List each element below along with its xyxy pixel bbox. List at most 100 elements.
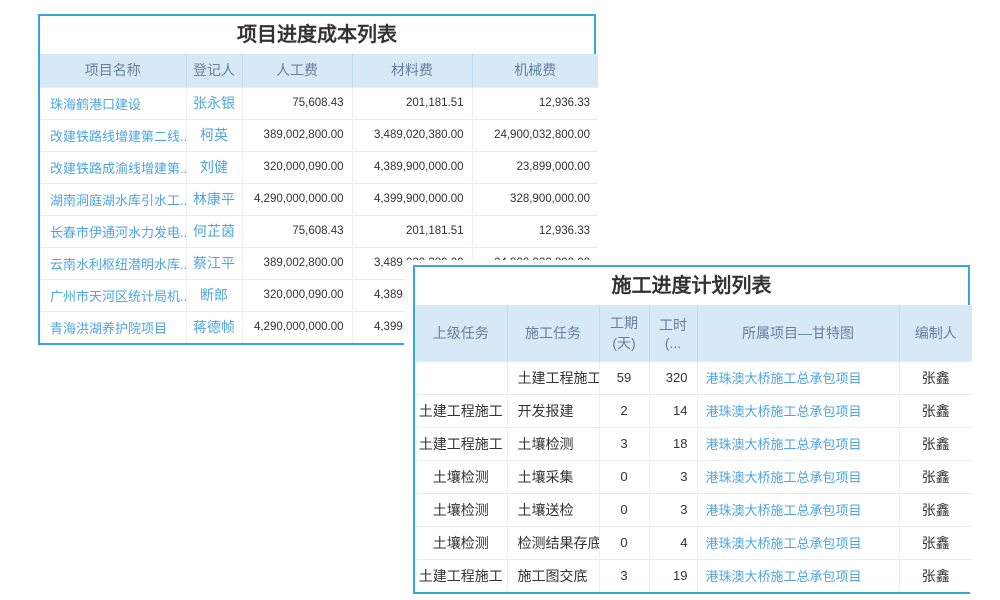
- cost-header-row: 项目名称 登记人 人工费 材料费 机械费: [40, 54, 598, 87]
- labor-cost-cell: 320,000,090.00: [241, 278, 352, 311]
- constr-task-cell: 土壤采集: [506, 459, 599, 493]
- constr-task-cell: 土壤送检: [506, 492, 599, 526]
- work-hours-cell: 320: [648, 360, 697, 394]
- project-name-link[interactable]: 广州市天河区统计局机...: [50, 288, 186, 304]
- material-cost-cell: 4,389,900,000.00: [351, 150, 472, 183]
- registrant-link[interactable]: 张永银: [193, 95, 235, 111]
- author-cell: 张鑫: [898, 558, 972, 592]
- cost-table-row: 改建铁路线增建第二线... 柯英 389,002,800.00 3,489,02…: [40, 118, 598, 151]
- registrant-cell: 何芷茵: [185, 214, 242, 247]
- registrant-link[interactable]: 蒋德帧: [193, 319, 235, 336]
- project-name-cell: 青海洪湖养护院项目: [40, 310, 186, 343]
- parent-task-cell: 土壤检测: [415, 459, 507, 493]
- machine-cost-cell: 24,900,032,800.00: [471, 118, 598, 151]
- constr-task-cell: 土建工程施工: [506, 360, 599, 394]
- gantt-project-cell: 港珠澳大桥施工总承包项目: [696, 558, 899, 592]
- labor-cost-cell: 75,608.43: [241, 214, 352, 247]
- constr-task-cell: 检测结果存底: [506, 525, 599, 559]
- duration-cell: 3: [598, 558, 649, 592]
- machine-cost-cell: 12,936.33: [471, 214, 598, 247]
- labor-cost-cell: 389,002,800.00: [241, 246, 352, 279]
- registrant-cell: 张永银: [185, 86, 242, 119]
- registrant-link[interactable]: 何芷茵: [193, 223, 235, 239]
- project-name-link[interactable]: 长春市伊通河水力发电...: [50, 224, 186, 240]
- col-header-author: 编制人: [898, 305, 972, 361]
- registrant-link[interactable]: 断郎: [200, 287, 228, 303]
- project-name-cell: 改建铁路成渝线增建第...: [40, 150, 186, 183]
- col-header-registrant: 登记人: [185, 54, 242, 87]
- work-hours-cell: 4: [648, 525, 697, 559]
- project-name-link[interactable]: 珠海鹤港口建设: [50, 96, 142, 112]
- gantt-project-link[interactable]: 港珠澳大桥施工总承包项目: [705, 503, 862, 518]
- cost-table-row: 珠海鹤港口建设 张永银 75,608.43 201,181.51 12,936.…: [40, 86, 598, 119]
- col-header-project-name: 项目名称: [40, 54, 186, 87]
- parent-task-cell: [415, 360, 507, 394]
- constr-task-cell: 施工图交底: [506, 558, 599, 592]
- gantt-project-link[interactable]: 港珠澳大桥施工总承包项目: [705, 437, 862, 452]
- plan-list-card-halo: 施工进度计划列表 上级任务 施工任务 工期 (天) 工时 (... 所属项目—甘…: [404, 260, 979, 600]
- registrant-link[interactable]: 蔡江平: [193, 255, 235, 271]
- project-name-link[interactable]: 改建铁路线增建第二线...: [50, 128, 186, 144]
- material-cost-cell: 201,181.51: [351, 214, 472, 247]
- project-name-link[interactable]: 云南水利枢纽潜明水库...: [50, 256, 186, 272]
- parent-task-cell: 土壤检测: [415, 525, 507, 559]
- duration-cell: 3: [598, 426, 649, 460]
- gantt-project-link[interactable]: 港珠澳大桥施工总承包项目: [705, 470, 862, 485]
- plan-table-row: 土壤检测 土壤采集 0 3 港珠澳大桥施工总承包项目 张鑫: [415, 459, 972, 493]
- project-name-link[interactable]: 湖南洞庭湖水库引水工...: [50, 192, 186, 208]
- duration-cell: 59: [598, 360, 649, 394]
- project-name-cell: 湖南洞庭湖水库引水工...: [40, 182, 186, 215]
- registrant-link[interactable]: 林康平: [193, 191, 235, 207]
- gantt-project-link[interactable]: 港珠澳大桥施工总承包项目: [705, 569, 862, 585]
- author-cell: 张鑫: [898, 459, 972, 493]
- author-cell: 张鑫: [898, 360, 972, 394]
- project-name-cell: 长春市伊通河水力发电...: [40, 214, 186, 247]
- project-name-cell: 改建铁路线增建第二线...: [40, 118, 186, 151]
- work-hours-cell: 3: [648, 492, 697, 526]
- gantt-project-link[interactable]: 港珠澳大桥施工总承包项目: [705, 404, 862, 419]
- constr-task-cell: 土壤检测: [506, 426, 599, 460]
- col-header-labor-cost: 人工费: [241, 54, 352, 87]
- plan-table-row: 土壤检测 检测结果存底 0 4 港珠澳大桥施工总承包项目 张鑫: [415, 525, 972, 559]
- duration-cell: 0: [598, 459, 649, 493]
- gantt-project-link[interactable]: 港珠澳大桥施工总承包项目: [705, 536, 862, 551]
- machine-cost-cell: 12,936.33: [471, 86, 598, 119]
- labor-cost-cell: 4,290,000,000.00: [241, 310, 352, 343]
- project-name-link[interactable]: 改建铁路成渝线增建第...: [50, 160, 186, 176]
- plan-table-row: 土壤检测 土壤送检 0 3 港珠澳大桥施工总承包项目 张鑫: [415, 492, 972, 526]
- plan-header-row: 上级任务 施工任务 工期 (天) 工时 (... 所属项目—甘特图 编制人: [415, 305, 972, 361]
- labor-cost-cell: 4,290,000,000.00: [241, 182, 352, 215]
- gantt-project-link[interactable]: 港珠澳大桥施工总承包项目: [705, 371, 862, 386]
- registrant-cell: 蔡江平: [185, 246, 242, 279]
- author-cell: 张鑫: [898, 492, 972, 526]
- parent-task-cell: 土建工程施工: [415, 393, 507, 427]
- work-hours-cell: 19: [648, 558, 697, 592]
- labor-cost-cell: 75,608.43: [241, 86, 352, 119]
- col-header-parent-task: 上级任务: [415, 305, 507, 361]
- project-name-link[interactable]: 青海洪湖养护院项目: [50, 320, 168, 336]
- author-cell: 张鑫: [898, 525, 972, 559]
- duration-cell: 0: [598, 525, 649, 559]
- gantt-project-cell: 港珠澳大桥施工总承包项目: [696, 360, 899, 394]
- work-hours-cell: 14: [648, 393, 697, 427]
- cost-list-title: 项目进度成本列表: [40, 16, 594, 54]
- col-header-gantt-project: 所属项目—甘特图: [696, 305, 899, 361]
- registrant-link[interactable]: 柯英: [200, 127, 228, 143]
- parent-task-cell: 土建工程施工: [415, 426, 507, 460]
- col-header-constr-task: 施工任务: [506, 305, 599, 361]
- plan-list-title: 施工进度计划列表: [415, 267, 968, 305]
- gantt-project-cell: 港珠澳大桥施工总承包项目: [696, 459, 899, 493]
- constr-task-cell: 开发报建: [506, 393, 599, 427]
- material-cost-cell: 3,489,020,380.00: [351, 118, 472, 151]
- plan-table-row: 土建工程施工 施工图交底 3 19 港珠澳大桥施工总承包项目 张鑫: [415, 558, 972, 592]
- work-hours-cell: 3: [648, 459, 697, 493]
- machine-cost-cell: 23,899,000.00: [471, 150, 598, 183]
- col-header-work-hours: 工时 (...: [648, 305, 697, 361]
- plan-table-row: 土建工程施工 开发报建 2 14 港珠澳大桥施工总承包项目 张鑫: [415, 393, 972, 427]
- gantt-project-cell: 港珠澳大桥施工总承包项目: [696, 426, 899, 460]
- registrant-link[interactable]: 刘健: [200, 159, 228, 175]
- project-name-cell: 珠海鹤港口建设: [40, 86, 186, 119]
- labor-cost-cell: 320,000,090.00: [241, 150, 352, 183]
- parent-task-cell: 土壤检测: [415, 492, 507, 526]
- plan-table-row: 土建工程施工 59 320 港珠澳大桥施工总承包项目 张鑫: [415, 360, 972, 394]
